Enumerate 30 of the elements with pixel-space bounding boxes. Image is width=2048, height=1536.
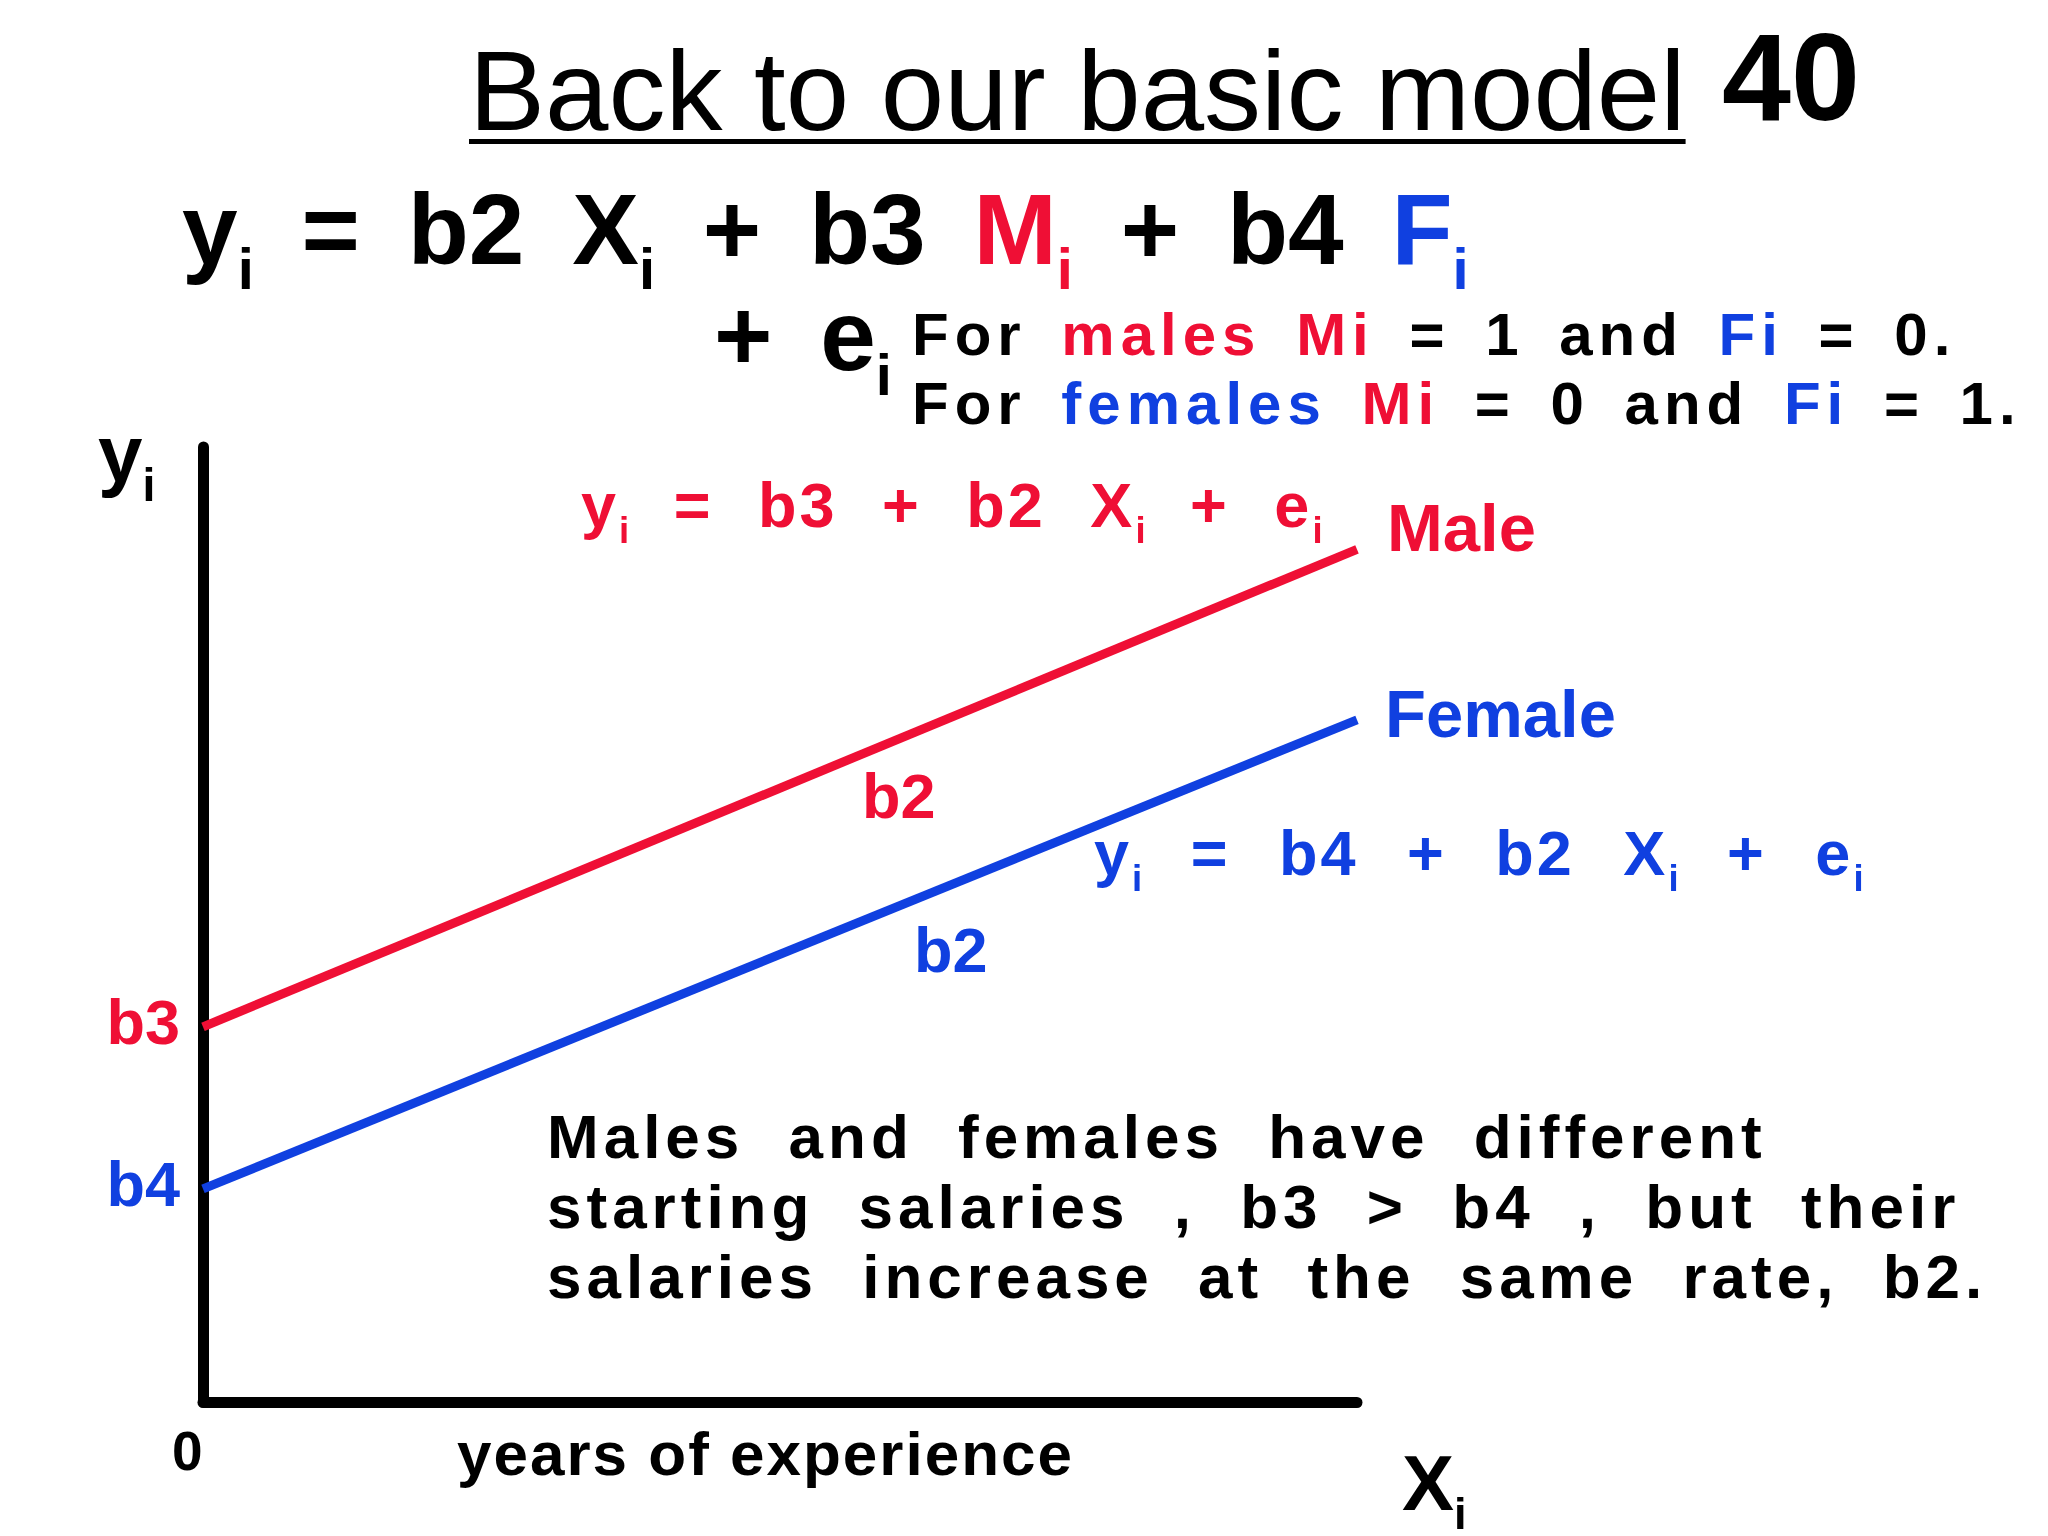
text: = 0 and — [1474, 370, 1750, 438]
text: 0 — [172, 1420, 203, 1483]
annotation: Males and females have different starting salaries , b3 > b4 , but their salaries increase at the same rate, b2. — [547, 1101, 1988, 1311]
text: females — [1061, 370, 1327, 438]
text: Fi — [1783, 370, 1850, 438]
text: males — [1061, 301, 1262, 369]
text: 40 — [1722, 8, 1860, 147]
text: M$_{i}$ — [973, 173, 1073, 302]
text: F$_{i}$ — [1391, 173, 1469, 302]
text: = 1 and — [1409, 301, 1684, 369]
text: Fi — [1718, 301, 1784, 369]
text: = 1. — [1883, 370, 2022, 438]
annotation: b3 — [106, 986, 180, 1057]
text: = 0. — [1818, 301, 1957, 369]
series-label: Female — [1385, 676, 1616, 752]
text: + b4 — [1120, 173, 1344, 286]
annotation: b2 — [914, 914, 988, 985]
text: For — [912, 301, 1027, 369]
series-label: Male — [1387, 489, 1536, 565]
text: Mi — [1361, 370, 1441, 438]
y-axis-title: y$_{i}$ — [98, 409, 156, 512]
text: y$_{i}$ = b4 + b2 X$_{i}$ + e$_{i}$ — [1094, 817, 1864, 899]
annotation: b2 — [862, 760, 936, 831]
text: Mi — [1296, 301, 1375, 369]
annotation: b4 — [106, 1148, 180, 1219]
chart-title: Back to our basic model — [469, 27, 1686, 155]
text: For — [912, 370, 1027, 438]
text: y$_{i}$ = b3 + b2 X$_{i}$ + e$_{i}$ — [581, 469, 1323, 551]
x-axis-title: years of experience — [457, 1418, 1075, 1488]
text: X$_{i}$ — [1402, 1438, 1467, 1536]
